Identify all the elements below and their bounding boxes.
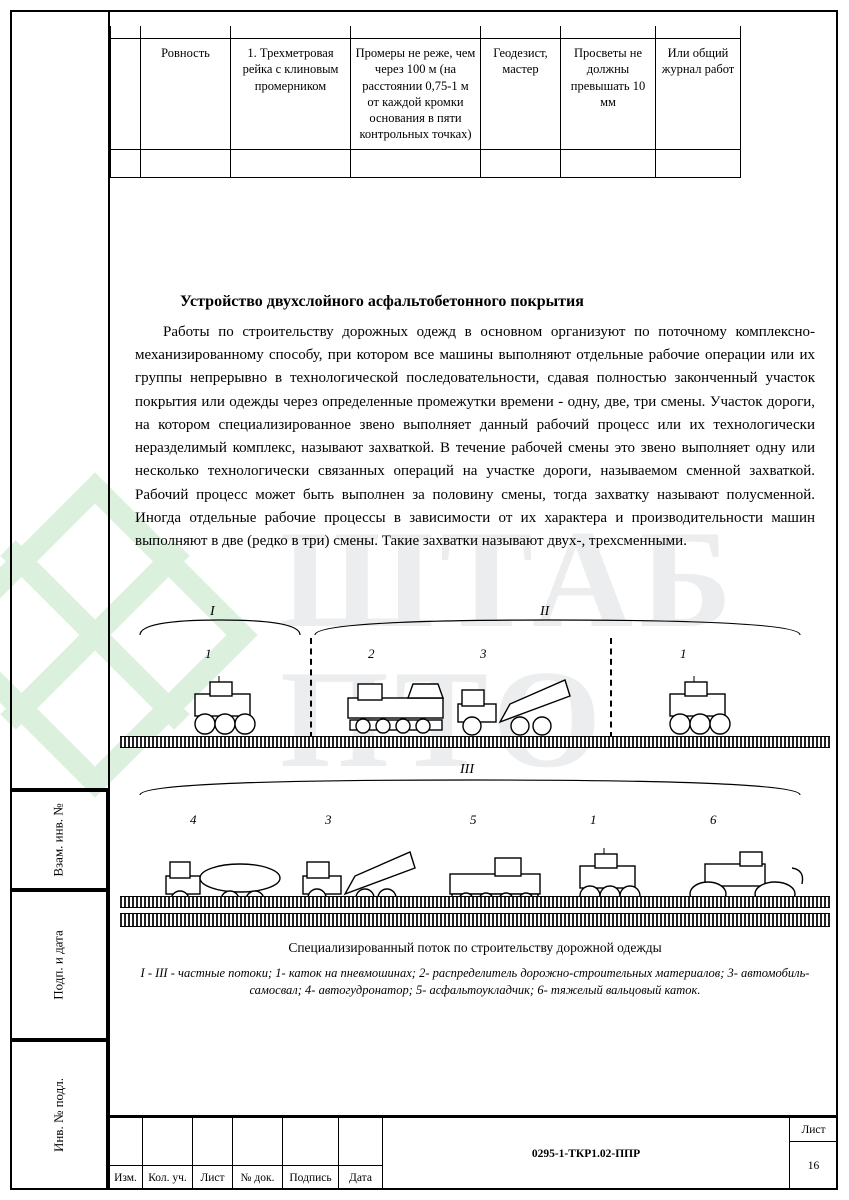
brace-label-III: III — [460, 762, 474, 778]
tb-header: № док. — [233, 1166, 283, 1190]
table-cell: 1. Трехметровая рейка с клиновым промерн… — [231, 39, 351, 150]
control-table-spacer — [111, 149, 741, 177]
vehicle-spreader-icon — [338, 674, 458, 736]
tb-cell — [143, 1118, 193, 1166]
page-frame — [108, 10, 838, 1190]
brace-label-I: I — [210, 604, 215, 620]
sidebar-label: Взам. инв. № — [51, 803, 67, 876]
lane-divider — [310, 638, 312, 738]
section-title: Устройство двухслойного асфальтобетонног… — [180, 290, 815, 315]
tb-cell — [109, 1118, 143, 1166]
tb-cell — [233, 1118, 283, 1166]
vehicle-label: 2 — [368, 646, 375, 662]
tb-header: Лист — [193, 1166, 233, 1190]
sidebar-frame: Взам. инв. № Подп. и дата Инв. № подл. — [10, 10, 108, 1190]
brace-row-top — [120, 610, 830, 640]
lane-divider — [610, 638, 612, 738]
diagram-lane-top: 1 2 3 1 — [120, 638, 830, 748]
tb-cell — [193, 1118, 233, 1166]
table-cell — [111, 39, 141, 150]
sheet-label: Лист — [790, 1118, 838, 1142]
road-surface-icon — [120, 736, 830, 748]
body-text: Устройство двухслойного асфальтобетонног… — [135, 290, 815, 553]
vehicle-roller-icon — [650, 676, 760, 736]
tb-header: Кол. уч. — [143, 1166, 193, 1190]
vehicle-dumptruck_up-icon — [450, 666, 580, 736]
tb-cell — [339, 1118, 383, 1166]
diagram-caption: Специализированный поток по строительств… — [120, 940, 830, 956]
tb-header: Изм. — [109, 1166, 143, 1190]
tb-header: Дата — [339, 1166, 383, 1190]
vehicle-label: 1 — [680, 646, 687, 662]
construction-diagram: I II 1231 III 43516 Специализированный п… — [120, 610, 830, 970]
sidebar-blank — [10, 10, 108, 790]
vehicle-label: 3 — [325, 812, 332, 828]
table-cell: Геодезист, мастер — [481, 39, 561, 150]
control-table: Ровность 1. Трехметровая рейка с клиновы… — [110, 26, 741, 178]
vehicle-label: 6 — [710, 812, 717, 828]
sheet-number: 16 — [790, 1142, 838, 1190]
vehicle-label: 4 — [190, 812, 197, 828]
diagram-legend: I - III - частные потоки; 1- каток на пн… — [120, 965, 830, 999]
sidebar-cell-inv: Инв. № подл. — [10, 1040, 108, 1190]
sidebar-cell-vzam: Взам. инв. № — [10, 790, 108, 890]
brace-label-II: II — [540, 604, 549, 620]
tb-cell — [283, 1118, 339, 1166]
vehicle-label: 5 — [470, 812, 477, 828]
diagram-lane-bottom: 4 3 5 1 6 — [120, 800, 830, 920]
doc-code: 0295-1-ТКР1.02-ППР — [383, 1118, 790, 1190]
control-table-header-blank — [111, 26, 741, 39]
title-block: 0295-1-ТКР1.02-ППР Лист 16 Изм. Кол. уч.… — [108, 1115, 838, 1190]
table-cell: Промеры не реже, чем через 100 м (на рас… — [351, 39, 481, 150]
sidebar-cell-podp: Подп. и дата — [10, 890, 108, 1040]
road-surface-double-icon — [120, 896, 830, 908]
control-table-row: Ровность 1. Трехметровая рейка с клиновы… — [111, 39, 741, 150]
tb-header: Подпись — [283, 1166, 339, 1190]
vehicle-label: 3 — [480, 646, 487, 662]
vehicle-label: 1 — [205, 646, 212, 662]
sidebar-label: Подп. и дата — [51, 930, 67, 999]
sidebar-label: Инв. № подл. — [51, 1078, 67, 1152]
table-cell: Просветы не должны превышать 10 мм — [561, 39, 656, 150]
vehicle-label: 1 — [590, 812, 597, 828]
brace-row-bottom — [120, 770, 830, 800]
paragraph: Работы по строительству дорожных одежд в… — [135, 321, 815, 554]
table-cell: Ровность — [141, 39, 231, 150]
table-cell: Или общий журнал работ — [656, 39, 741, 150]
vehicle-roller-icon — [175, 676, 285, 736]
